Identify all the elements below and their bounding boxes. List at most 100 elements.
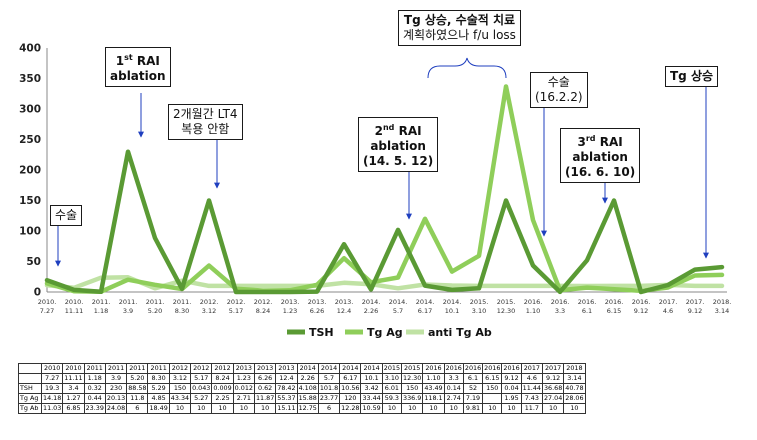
annotation-text: 수술 (55, 208, 78, 222)
table-row-label: Tg Ag (18, 393, 42, 404)
x-tick-label: 2012. (200, 298, 219, 306)
annotation-surgery-2: 수술 (16.2.2) (530, 72, 588, 108)
annotation-text: 2개월간 LT4 (173, 107, 238, 121)
x-tick-label: 11.11 (65, 307, 84, 315)
table-header-cell: 6.15 (482, 373, 503, 384)
annotation-rai-2: 2nd RAI ablation (14. 5. 12) (358, 117, 439, 172)
table-cell: 6 (126, 403, 149, 414)
table-cell: 0.043 (190, 383, 213, 394)
annotation-text: 복용 안함 (181, 122, 230, 136)
table-cell: 10 (443, 403, 464, 414)
table-cell: 0.009 (211, 383, 234, 394)
annotation-text: 계획하였으나 f/u loss (403, 28, 516, 42)
x-tick-label: 2011. (146, 298, 165, 306)
table-header-cell: 11.11 (62, 373, 85, 384)
table-header-cell: 2013 (253, 363, 277, 374)
chart-legend: TSH Tg Ag anti Tg Ab (287, 326, 492, 339)
x-tick-label: 2013. (335, 298, 354, 306)
x-tick-label: 1.23 (283, 307, 297, 315)
y-tick-label: 150 (19, 195, 41, 207)
table-header-row-date: 7.27 11.11 1.18 3.9 5.20 8.30 3.12 5.17 8.24 1.23… (18, 373, 586, 384)
table-cell: 78.42 (275, 383, 298, 394)
series-line-tg-ag (44, 84, 725, 294)
annotation-text: ablation (370, 139, 426, 153)
annotation-line: 3rd RAI (565, 131, 635, 150)
table-cell: 0.62 (253, 383, 277, 394)
x-tick-label: 3.9 (123, 307, 133, 315)
annotation-text: 2 (374, 124, 383, 138)
chart-series (44, 84, 725, 295)
x-tick-label: 2014. (362, 298, 381, 306)
annotation-surgery-1: 수술 (50, 205, 83, 226)
table-cell: 18.49 (147, 403, 170, 414)
annotation-text: (16. 6. 10) (565, 165, 636, 179)
x-tick-label: 2011. (119, 298, 138, 306)
table-header-cell: 12.30 (401, 373, 424, 384)
x-tick-label: 5.20 (148, 307, 162, 315)
x-tick-label: 2015. (470, 298, 489, 306)
annotation-text: ablation (572, 150, 628, 164)
table-cell: 3.42 (360, 383, 383, 394)
x-tick-label: 2013. (281, 298, 300, 306)
x-tick-label: 2014. (416, 298, 435, 306)
table-cell: 10 (501, 403, 522, 414)
table-cell: 10 (168, 403, 192, 414)
x-tick-label: 5.7 (393, 307, 403, 315)
x-tick-label: 2012. (254, 298, 273, 306)
table-cell: 12.75 (296, 403, 319, 414)
table-header-cell: 6.17 (339, 373, 362, 384)
table-cell: 59.3 (381, 393, 403, 404)
table-cell: 11.44 (520, 383, 543, 394)
table-cell: 2.74 (443, 393, 464, 404)
x-tick-label: 6.1 (582, 307, 592, 315)
x-tick-label: 1.18 (94, 307, 108, 315)
x-tick-label: 2016. (578, 298, 597, 306)
annotation-sup: st (124, 53, 133, 62)
annotation-line: 2nd RAI (363, 120, 433, 139)
x-tick-label: 2018. (713, 298, 732, 306)
x-tick-label: 2016. (524, 298, 543, 306)
table-cell: 0.14 (443, 383, 464, 394)
table-header-cell: 2012 (211, 363, 234, 374)
x-tick-label: 2016. (632, 298, 651, 306)
table-header-cell: 2014 (339, 363, 362, 374)
table-header-cell: 2011 (126, 363, 149, 374)
table-header-cell: 2018 (563, 363, 586, 374)
table-header-cell: 2010 (62, 363, 85, 374)
table-header-cell: 5.17 (190, 373, 213, 384)
annotation-sup: rd (585, 134, 596, 143)
table-cell: 1.95 (501, 393, 522, 404)
table-header-cell: 2010 (40, 363, 64, 374)
table-header-cell: 10.1 (360, 373, 383, 384)
annotation-rai-3: 3rd RAI ablation (16. 6. 10) (560, 128, 641, 183)
table-header-row-year: 2010 2010 2011 2011 2011 2011 2012 2012 2012 2013… (18, 363, 586, 374)
x-tick-label: 2017. (659, 298, 678, 306)
table-header-cell: 2015 (401, 363, 424, 374)
table-cell: 11.8 (126, 393, 149, 404)
table-header-cell: 2017 (520, 363, 543, 374)
table-cell: 0.32 (83, 383, 106, 394)
annotation-sup: nd (382, 123, 395, 132)
y-tick-label: 0 (34, 287, 41, 299)
table-cell: 10.59 (360, 403, 383, 414)
table-header-cell: 2016 (482, 363, 503, 374)
table-header-cell: 2012 (190, 363, 213, 374)
table-cell: 43.34 (168, 393, 192, 404)
table-corner-cell (18, 363, 42, 374)
table-cell: 230 (104, 383, 128, 394)
x-tick-label: 2015. (497, 298, 516, 306)
y-tick-label: 300 (19, 104, 41, 116)
table-row-label: Tg Ab (18, 403, 42, 414)
table-header-cell: 5.20 (126, 373, 149, 384)
table-header-cell: 4.6 (520, 373, 543, 384)
table-header-cell: 6.1 (462, 373, 484, 384)
table-cell: 7.43 (520, 393, 543, 404)
y-tick-label: 50 (26, 256, 41, 268)
table-cell: 9.81 (462, 403, 484, 414)
table-cell: 10 (232, 403, 255, 414)
x-tick-label: 2012. (227, 298, 246, 306)
x-tick-label: 2013. (308, 298, 327, 306)
x-tick-label: 3.14 (715, 307, 729, 315)
table-row: Tg Ab 11.03 6.85 23.39 24.08 6 18.49 10 10 10 10 10… (18, 403, 586, 414)
x-tick-label: 3.12 (202, 307, 216, 315)
